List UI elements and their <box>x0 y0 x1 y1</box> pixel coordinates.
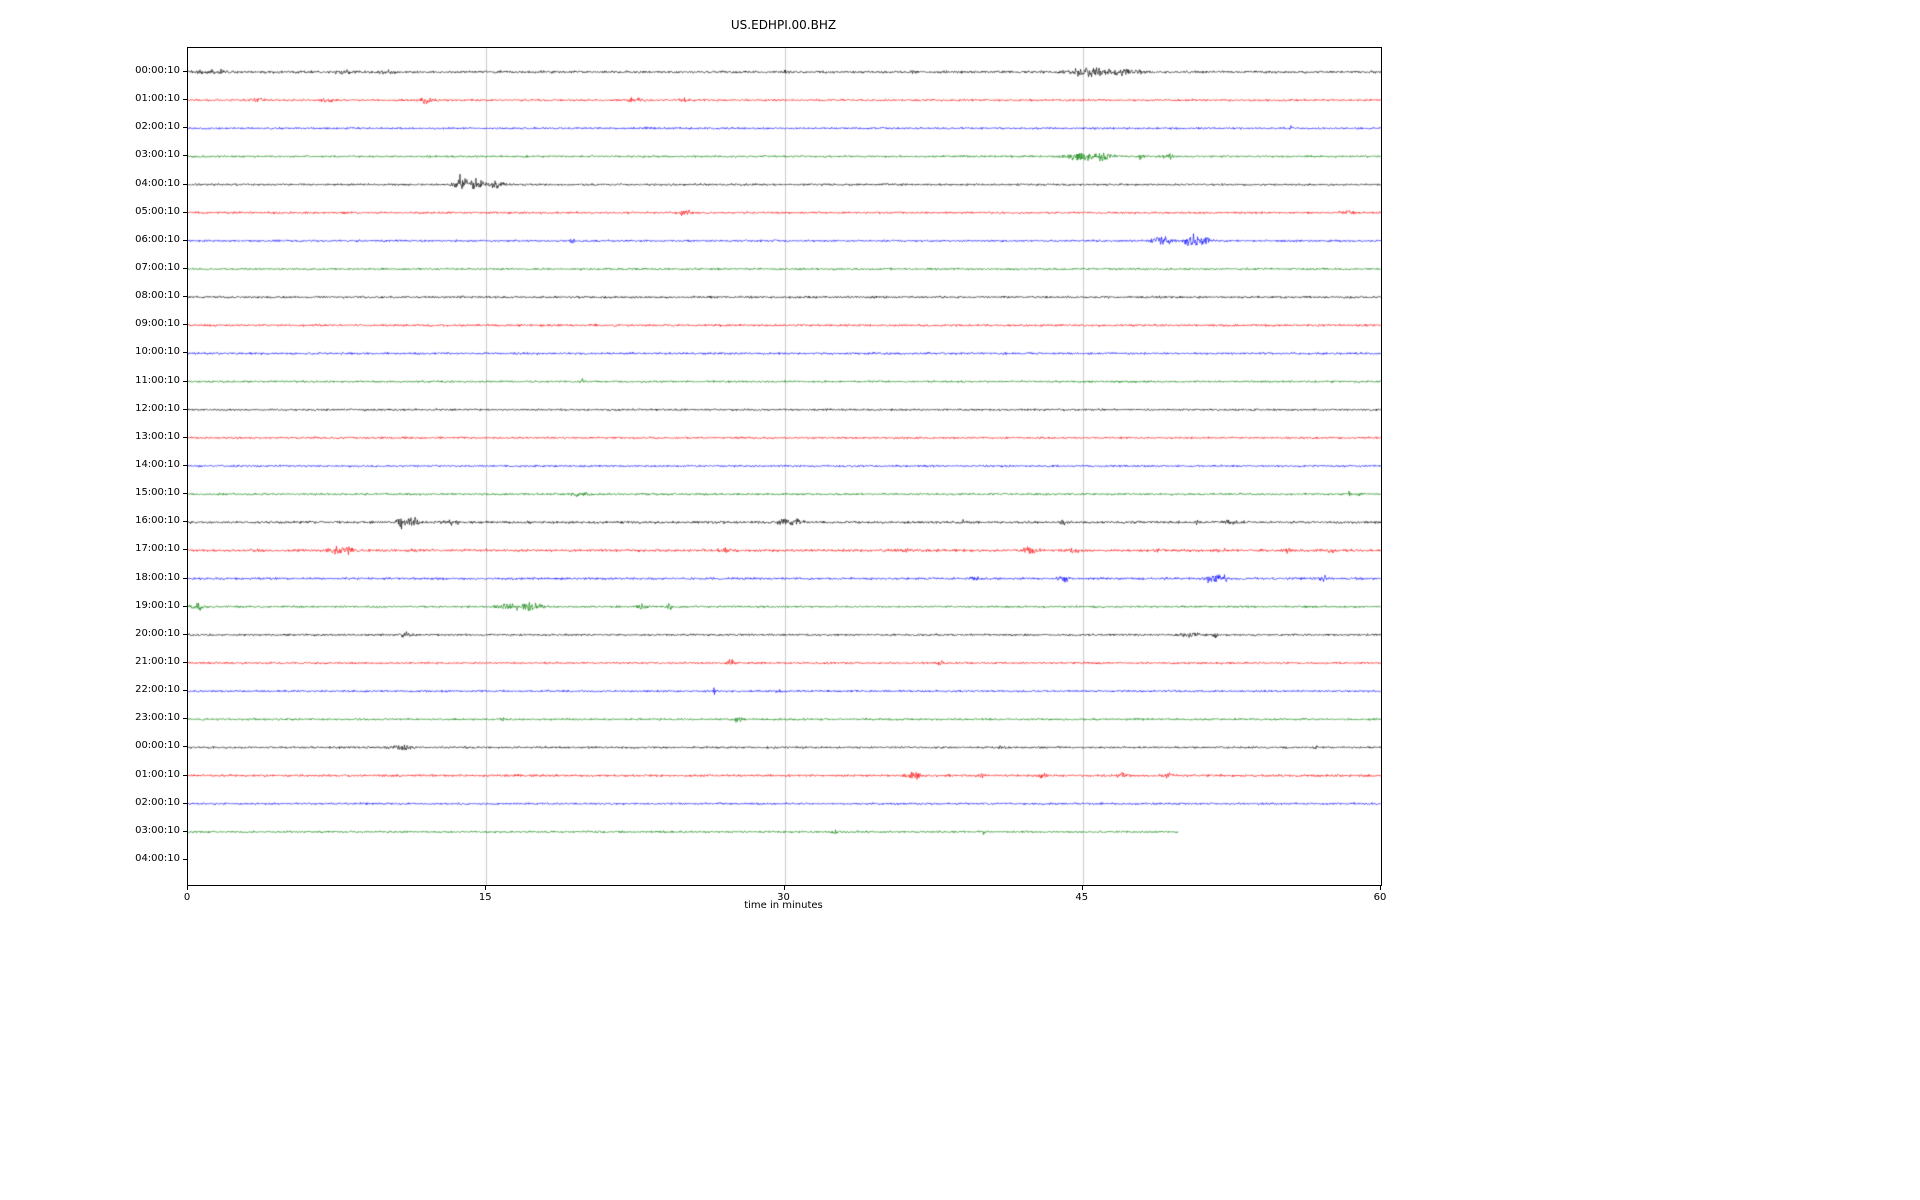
y-tick-label: 21:00:10 <box>135 656 180 667</box>
y-tick-mark <box>183 352 187 353</box>
x-tick-label: 60 <box>1373 892 1387 903</box>
y-tick-label: 20:00:10 <box>135 627 180 639</box>
y-tick-mark <box>183 212 187 213</box>
y-tick-label: 02:00:10 <box>135 121 180 133</box>
x-tick-label: 0 <box>183 892 191 903</box>
y-tick-mark <box>183 521 187 522</box>
y-tick-mark <box>183 240 187 241</box>
y-tick-label: 02:00:10 <box>135 796 180 808</box>
y-tick-label: 16:00:10 <box>135 515 180 527</box>
y-tick-mark <box>183 803 187 804</box>
y-tick-mark <box>183 99 187 100</box>
y-tick-mark <box>183 690 187 691</box>
y-tick-mark <box>183 437 187 438</box>
y-tick-label: 03:00:10 <box>135 149 180 161</box>
y-tick-label: 17:00:10 <box>135 543 180 555</box>
y-tick-mark <box>183 409 187 410</box>
y-tick-mark <box>183 578 187 579</box>
plot-area <box>187 47 1382 886</box>
y-tick-label: 01:00:10 <box>135 93 180 105</box>
y-tick-mark <box>183 662 187 663</box>
x-tick-mark <box>1380 886 1381 890</box>
x-tick-label: 45 <box>1075 892 1089 903</box>
x-axis-title: time in minutes <box>744 900 823 911</box>
y-tick-label: 14:00:10 <box>135 459 180 470</box>
y-tick-mark <box>183 71 187 72</box>
y-tick-label: 06:00:10 <box>135 233 180 245</box>
y-tick-label: 04:00:10 <box>135 853 180 864</box>
y-tick-label: 08:00:10 <box>135 290 180 302</box>
x-tick-mark <box>485 886 486 890</box>
y-tick-label: 12:00:10 <box>135 402 180 414</box>
y-tick-label: 22:00:10 <box>135 684 180 696</box>
y-tick-label: 11:00:10 <box>135 374 180 386</box>
y-tick-mark <box>183 465 187 466</box>
y-tick-mark <box>183 184 187 185</box>
y-tick-mark <box>183 606 187 607</box>
y-tick-label: 05:00:10 <box>135 205 180 217</box>
y-tick-label: 15:00:10 <box>135 487 180 499</box>
y-tick-mark <box>183 127 187 128</box>
y-tick-mark <box>183 775 187 776</box>
y-tick-label: 18:00:10 <box>135 571 180 583</box>
y-tick-label: 23:00:10 <box>135 712 180 724</box>
y-tick-mark <box>183 718 187 719</box>
trace-canvas <box>188 48 1381 885</box>
y-tick-label: 19:00:10 <box>135 599 180 611</box>
y-tick-mark <box>183 831 187 832</box>
y-tick-mark <box>183 746 187 747</box>
y-tick-label: 00:00:10 <box>135 65 180 76</box>
y-tick-label: 04:00:10 <box>135 177 180 189</box>
chart-title: US.EDHPI.00.BHZ <box>730 18 837 32</box>
y-tick-label: 01:00:10 <box>135 768 180 780</box>
y-tick-label: 00:00:10 <box>135 740 180 752</box>
x-tick-mark <box>187 886 188 890</box>
y-tick-mark <box>183 493 187 494</box>
y-tick-mark <box>183 634 187 635</box>
y-tick-label: 07:00:10 <box>135 262 180 273</box>
y-tick-mark <box>183 549 187 550</box>
y-tick-label: 09:00:10 <box>135 318 180 330</box>
x-tick-mark <box>1082 886 1083 890</box>
y-tick-label: 03:00:10 <box>135 824 180 836</box>
y-tick-label: 13:00:10 <box>135 430 180 442</box>
y-tick-mark <box>183 324 187 325</box>
x-tick-mark <box>784 886 785 890</box>
y-tick-mark <box>183 859 187 860</box>
x-tick-label: 30 <box>777 892 790 903</box>
x-tick-label: 15 <box>478 892 492 903</box>
y-tick-mark <box>183 155 187 156</box>
y-tick-label: 10:00:10 <box>135 346 180 358</box>
y-tick-mark <box>183 268 187 269</box>
y-tick-mark <box>183 381 187 382</box>
y-tick-mark <box>183 296 187 297</box>
